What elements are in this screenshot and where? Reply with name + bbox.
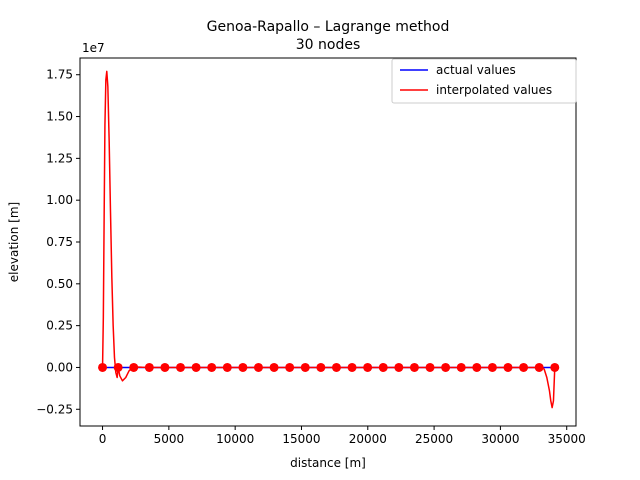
node-marker xyxy=(378,362,388,372)
node-marker xyxy=(425,362,435,372)
y-axis-label: elevation [m] xyxy=(7,202,21,282)
y-tick-label: −0.25 xyxy=(36,402,73,416)
node-marker xyxy=(300,362,310,372)
y-offset-label: 1e7 xyxy=(82,41,105,55)
node-marker xyxy=(269,362,279,372)
node-marker xyxy=(316,362,326,372)
node-marker xyxy=(409,362,419,372)
node-marker xyxy=(160,362,170,372)
node-marker xyxy=(222,362,232,372)
node-marker xyxy=(347,362,357,372)
x-tick-label: 20000 xyxy=(349,432,387,446)
legend-label-interpolated: interpolated values xyxy=(436,83,552,97)
y-tick-label: 1.00 xyxy=(46,193,73,207)
node-marker xyxy=(363,362,373,372)
axes: 0 5000 10000 15000 20000 25000 30000 35000 −0.25… xyxy=(36,57,586,446)
node-marker xyxy=(253,362,263,372)
node-marker xyxy=(144,362,154,372)
node-marker xyxy=(207,362,217,372)
x-axis-label: distance [m] xyxy=(290,456,366,470)
node-marker xyxy=(129,362,139,372)
node-marker xyxy=(285,362,295,372)
x-tick-label: 30000 xyxy=(481,432,519,446)
y-tick-label: 0.00 xyxy=(46,360,73,374)
node-marker xyxy=(503,362,513,372)
node-marker xyxy=(456,362,466,372)
y-tick-label: 1.75 xyxy=(46,68,73,82)
node-marker xyxy=(519,362,529,372)
x-tick-label: 5000 xyxy=(154,432,185,446)
legend: actual values interpolated values xyxy=(391,58,577,104)
node-marker xyxy=(113,362,123,372)
x-tick-label: 10000 xyxy=(216,432,254,446)
x-tick-label: 0 xyxy=(99,432,107,446)
node-marker xyxy=(441,362,451,372)
y-tick-label: 1.50 xyxy=(46,110,73,124)
node-marker xyxy=(534,362,544,372)
node-marker xyxy=(176,362,186,372)
plot-area xyxy=(98,70,560,409)
node-marker xyxy=(550,362,560,372)
node-marker xyxy=(191,362,201,372)
node-marker xyxy=(331,362,341,372)
chart-title-line2: 30 nodes xyxy=(296,37,361,53)
node-marker xyxy=(487,362,497,372)
y-tick-label: 0.75 xyxy=(46,235,73,249)
y-tick-label: 0.50 xyxy=(46,277,73,291)
x-tick-label: 15000 xyxy=(282,432,320,446)
node-marker xyxy=(472,362,482,372)
chart-title-line1: Genoa-Rapallo – Lagrange method xyxy=(207,19,450,35)
legend-box xyxy=(391,58,577,104)
node-marker xyxy=(238,362,248,372)
legend-label-actual: actual values xyxy=(436,63,516,77)
x-tick-label: 25000 xyxy=(415,432,453,446)
node-marker xyxy=(394,362,404,372)
y-tick-label: 1.25 xyxy=(46,151,73,165)
x-tick-label: 35000 xyxy=(548,432,586,446)
y-tick-label: 0.25 xyxy=(46,319,73,333)
node-marker xyxy=(98,362,108,372)
